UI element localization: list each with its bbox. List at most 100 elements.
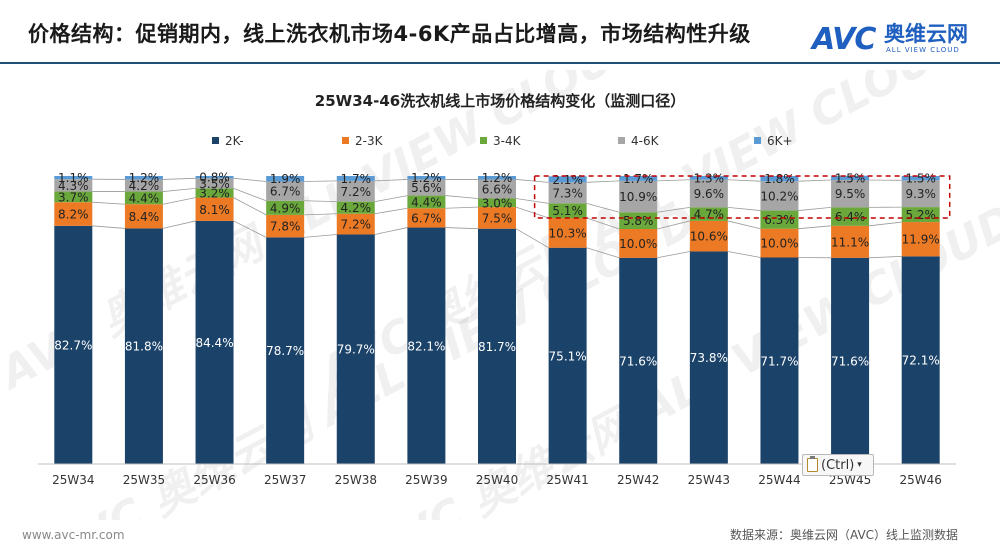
- data-label: 73.8%: [690, 351, 728, 365]
- data-label: 6.7%: [411, 211, 442, 225]
- data-label: 4.4%: [411, 195, 442, 209]
- x-tick-label: 25W39: [405, 473, 447, 487]
- series-connector-line: [233, 197, 267, 216]
- series-connector-line: [727, 251, 761, 258]
- bar-segment: [336, 176, 375, 181]
- bar-segment: [336, 180, 375, 202]
- bar-segment: [831, 180, 870, 208]
- bar-segment: [831, 175, 870, 181]
- x-tick-label: 25W36: [193, 473, 235, 487]
- data-label: 0.8%: [199, 171, 230, 185]
- bar-segment: [689, 176, 728, 180]
- paste-options-button[interactable]: (Ctrl) ▾: [802, 454, 874, 476]
- data-label: 7.8%: [270, 220, 301, 234]
- x-tick-label: 25W35: [123, 473, 165, 487]
- series-connector-line: [304, 234, 337, 238]
- chevron-down-icon: ▾: [857, 460, 862, 470]
- series-connector-line: [657, 179, 690, 182]
- bar-segment: [407, 208, 446, 228]
- data-label: 5.8%: [623, 214, 654, 228]
- series-connector-line: [727, 220, 761, 230]
- series-connector-line: [374, 195, 408, 203]
- data-label: 2.1%: [552, 173, 583, 187]
- bar-segment: [54, 176, 93, 180]
- x-tick-label: 25W42: [617, 473, 659, 487]
- legend-swatch: [342, 137, 349, 144]
- data-label: 71.6%: [619, 354, 657, 368]
- header-divider: [0, 62, 1000, 64]
- data-label: 1.7%: [341, 172, 372, 186]
- bar-segment: [619, 228, 658, 258]
- bar-segment: [831, 207, 870, 226]
- logo-mark: AVC: [812, 22, 876, 57]
- series-connector-line: [233, 177, 267, 182]
- bar-segment: [619, 212, 658, 229]
- bar-segment: [54, 179, 93, 192]
- bar-segment: [124, 204, 163, 229]
- x-tick-label: 25W40: [476, 473, 518, 487]
- bar-segment: [407, 179, 446, 196]
- data-label: 6.4%: [835, 210, 866, 224]
- bar-segment: [689, 179, 728, 208]
- bar-segment: [760, 257, 799, 464]
- bar-segment: [195, 220, 234, 464]
- bar-segment: [124, 191, 163, 205]
- data-label: 4.2%: [341, 201, 372, 215]
- legend-swatch: [480, 137, 487, 144]
- series-connector-line: [869, 221, 902, 227]
- data-label: 1.5%: [905, 172, 936, 186]
- data-label: 72.1%: [902, 354, 940, 368]
- data-label: 10.2%: [760, 189, 798, 203]
- series-connector-line: [515, 206, 549, 219]
- page-title: 价格结构：促销期内，线上洗衣机市场4-6K产品占比增高，市场结构性升级: [28, 22, 751, 46]
- bar-segment: [548, 176, 587, 183]
- bar-segment: [407, 195, 446, 209]
- data-label: 3.5%: [199, 177, 230, 191]
- highlight-box: [533, 175, 951, 219]
- bar-segment: [548, 218, 587, 248]
- bar-segment: [54, 225, 93, 464]
- bar-segment: [124, 176, 163, 180]
- data-label: 71.6%: [831, 354, 869, 368]
- series-connector-line: [657, 251, 690, 259]
- x-tick-label: 25W43: [688, 473, 730, 487]
- legend-swatch: [754, 137, 761, 144]
- data-label: 4.9%: [270, 201, 301, 215]
- bar-segment: [54, 202, 93, 226]
- series-connector-line: [92, 225, 125, 229]
- data-label: 5.6%: [411, 181, 442, 195]
- series-connector-line: [233, 188, 267, 202]
- data-label: 10.9%: [619, 190, 657, 204]
- bar-segment: [901, 180, 940, 208]
- bar-segment: [266, 200, 305, 215]
- data-label: 81.7%: [478, 340, 516, 354]
- bar-segment: [336, 213, 375, 235]
- series-connector-line: [162, 187, 196, 192]
- x-tick-label: 25W34: [52, 473, 94, 487]
- data-label: 5.1%: [552, 204, 583, 218]
- data-label: 1.3%: [694, 171, 725, 185]
- bar-segment: [619, 176, 658, 181]
- data-label: 4.3%: [58, 179, 89, 193]
- series-connector-line: [445, 227, 479, 230]
- series-connector-line: [162, 197, 196, 205]
- bar-segment: [124, 228, 163, 464]
- data-label: 8.2%: [58, 208, 89, 222]
- series-connector-line: [304, 213, 337, 216]
- series-connector-line: [162, 177, 196, 180]
- bar-segment: [478, 176, 516, 180]
- data-label: 10.0%: [760, 237, 798, 251]
- series-connector-line: [657, 220, 690, 230]
- bar-segment: [548, 247, 587, 464]
- series-connector-line: [586, 202, 620, 213]
- data-label: 1.9%: [270, 172, 301, 186]
- legend-label: 2-3K: [355, 134, 384, 148]
- series-connector-line: [445, 195, 479, 199]
- bar-segment: [336, 201, 375, 214]
- series-connector-line: [798, 225, 832, 230]
- bar-segment: [195, 188, 234, 198]
- data-label: 1.8%: [764, 172, 795, 186]
- bar-segment: [901, 256, 940, 464]
- series-connector-line: [727, 206, 761, 211]
